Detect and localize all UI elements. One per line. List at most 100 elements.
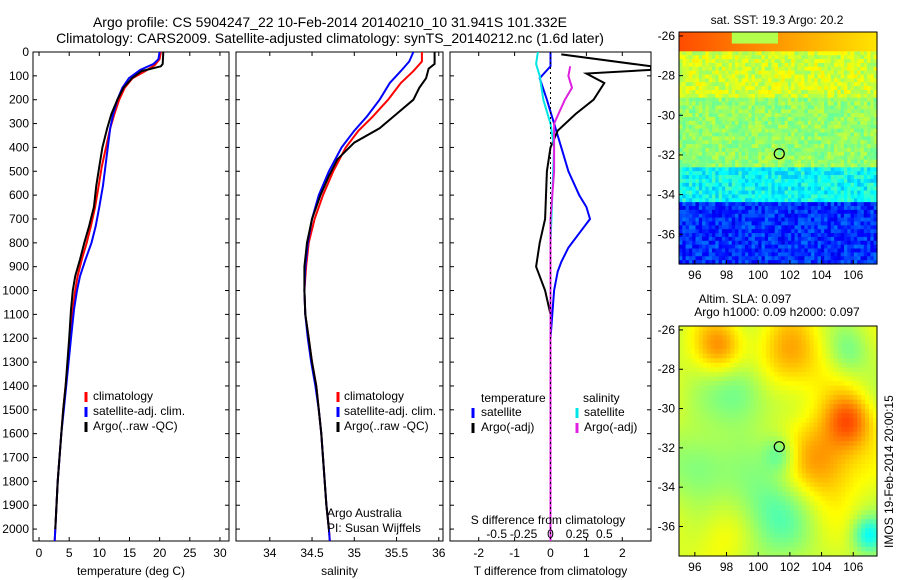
sst-map-cell: [735, 213, 739, 219]
sst-map-cell: [814, 233, 819, 238]
sla-map-cell: [825, 385, 831, 391]
sla-map-cell: [770, 358, 775, 364]
sst-map-cell: [778, 190, 782, 195]
sst-map-cell: [834, 62, 838, 68]
sst-map-cell: [688, 32, 693, 37]
sst-map-cell: [794, 240, 799, 246]
sst-map-cell: [870, 217, 875, 223]
sla-map-cell: [849, 381, 854, 387]
sst-map-cell: [712, 90, 716, 95]
sst-map-cell: [771, 151, 776, 157]
sla-map-cell: [873, 358, 878, 364]
sst-map-cell: [853, 240, 858, 246]
sst-map-cell: [787, 117, 792, 122]
sst-map-cell: [695, 202, 700, 207]
sst-map-cell: [679, 90, 683, 95]
sst-map-cell: [754, 248, 759, 253]
sst-map-cell: [768, 148, 772, 153]
sst-map-cell: [834, 209, 838, 215]
sst-map-cell: [817, 186, 822, 192]
sla-map-cell: [809, 339, 815, 345]
sla-map-cell: [762, 404, 767, 410]
sst-map-cell: [702, 182, 706, 188]
sst-map-cell: [698, 155, 703, 161]
sla-map-cell: [694, 399, 700, 405]
sst-map-cell: [758, 194, 763, 199]
sst-map-cell: [817, 178, 822, 184]
sst-map-cell: [787, 35, 792, 41]
sst-map-cell: [794, 186, 799, 192]
sst-map-cell: [705, 202, 710, 207]
sst-map-cell: [761, 82, 766, 87]
sla-map-cell: [698, 376, 704, 382]
sla-map-cell: [754, 404, 759, 410]
sst-map-cell: [685, 252, 690, 257]
sst-map-cell: [705, 198, 710, 203]
sst-map-cell: [695, 132, 700, 137]
sst-map-cell: [824, 236, 829, 242]
sla-map-cell: [734, 427, 739, 433]
sst-map-cell: [784, 128, 789, 134]
sst-map-cell: [725, 175, 730, 180]
sla-map-cell: [718, 349, 724, 355]
sst-map-cell: [731, 221, 736, 226]
sst-map-cell: [761, 32, 766, 37]
sla-map-cell: [742, 408, 747, 414]
sst-map-cell: [741, 32, 746, 37]
sla-map-cell: [841, 362, 846, 368]
sst-map-cell: [807, 74, 812, 79]
sst-map-cell: [791, 182, 796, 188]
sla-map-cell: [813, 418, 819, 424]
sst-map-cell: [708, 213, 713, 219]
sla-map-cell: [813, 404, 819, 410]
sla-map-cell: [821, 330, 827, 336]
sla-map-cell: [865, 326, 870, 332]
sla-map-cell: [698, 335, 704, 341]
sst-map-cell: [870, 163, 875, 168]
sst-map-cell: [817, 93, 822, 99]
sst-map-cell: [801, 190, 805, 195]
sst-map-cell: [705, 248, 710, 253]
sst-map-cell: [758, 105, 763, 110]
sla-map-cell: [778, 395, 783, 401]
sst-map-cell: [814, 236, 819, 242]
sst-map-cell: [834, 101, 838, 107]
sst-map-cell: [738, 66, 743, 72]
sst-map-cell: [801, 70, 805, 76]
sla-map-cell: [762, 376, 767, 382]
sst-map-cell: [708, 86, 713, 91]
sst-map-cell: [814, 74, 819, 79]
sst-map-cell: [682, 136, 687, 141]
sst-map-cell: [728, 93, 733, 99]
sst-map-cell: [725, 206, 730, 211]
sst-map-cell: [817, 171, 822, 176]
sst-map-cell: [679, 97, 683, 103]
sst-map-cell: [804, 182, 809, 188]
sst-map-cell: [718, 120, 723, 126]
sla-map-cell: [821, 326, 827, 332]
sst-map-cell: [735, 163, 739, 168]
sst-map-cell: [834, 202, 838, 207]
sst-map-cell: [695, 244, 700, 250]
sst-map-cell: [761, 178, 766, 184]
sla-map-cell: [793, 358, 799, 364]
sst-map-cell: [827, 190, 832, 195]
sla-map-cell: [762, 353, 767, 359]
sst-map-cell: [758, 101, 763, 107]
sla-map-cell: [734, 367, 739, 373]
sst-map-cell: [781, 59, 786, 64]
sla-map-cell: [873, 404, 878, 410]
sst-map-cell: [738, 221, 743, 226]
sst-map-cell: [853, 82, 858, 87]
sla-map-cell: [682, 418, 688, 424]
sst-map-cell: [764, 62, 769, 68]
sst-map-cell: [751, 171, 756, 176]
sst-map-cell: [708, 233, 713, 238]
sst-map-cell: [870, 209, 875, 215]
sst-map-cell: [725, 148, 730, 153]
sla-map-cell: [869, 353, 874, 359]
sst-map-cell: [791, 240, 796, 246]
sst-map-cell: [830, 221, 835, 226]
sla-map-cell: [841, 413, 846, 419]
sst-map-cell: [860, 47, 865, 52]
